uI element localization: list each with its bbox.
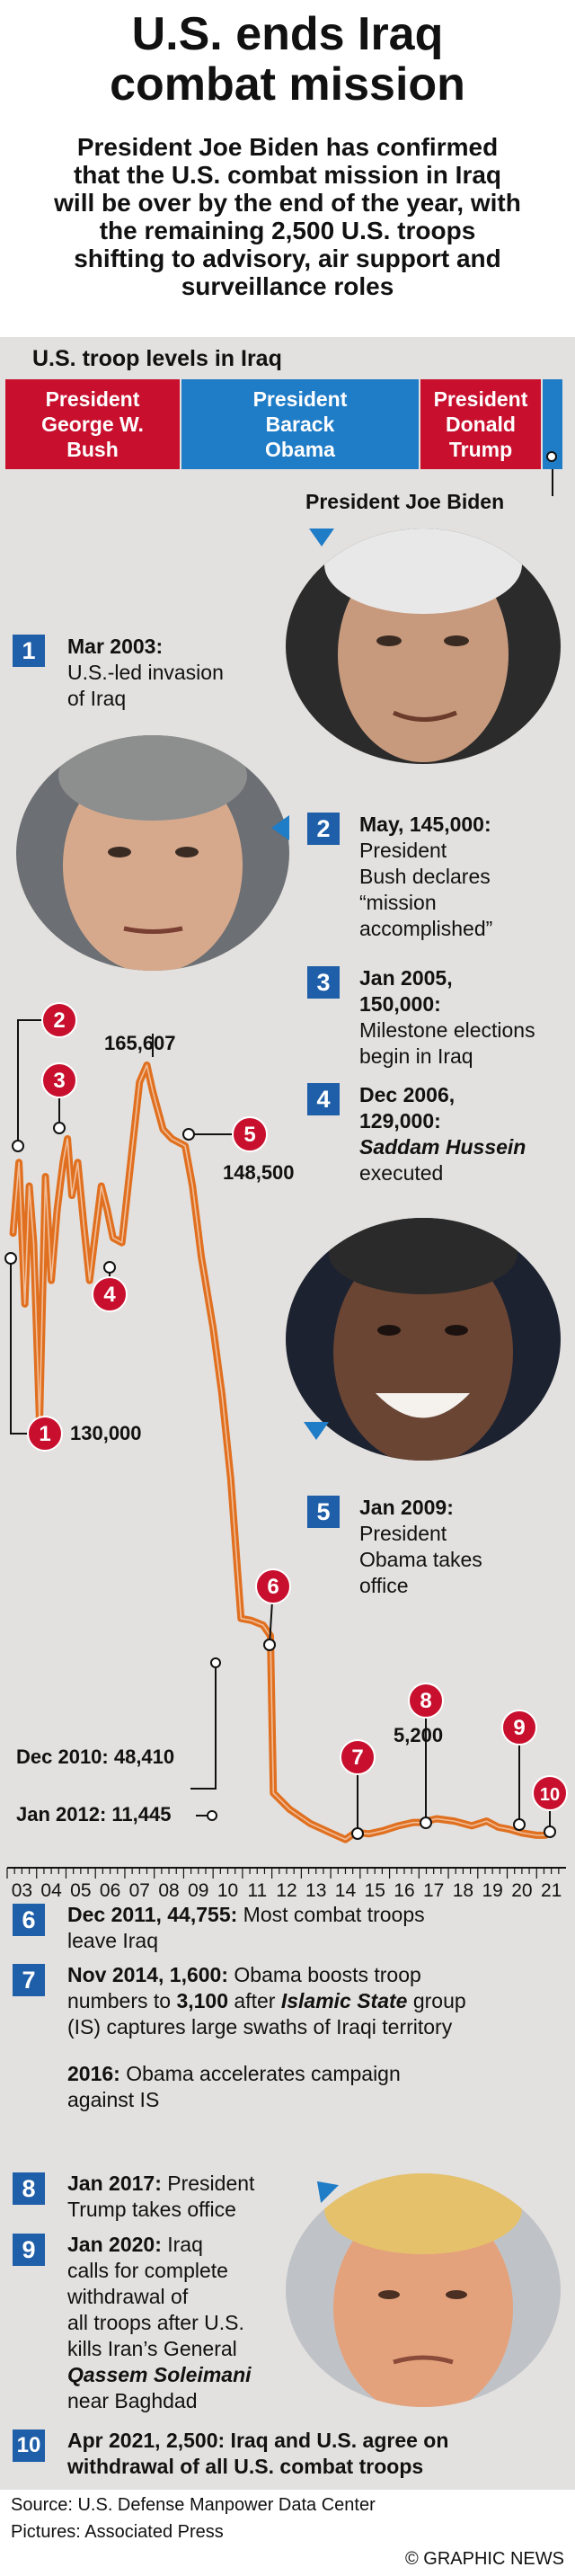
biden-marker-line (552, 469, 553, 496)
event-2016-text: 2016: Obama accelerates campaign against… (67, 2062, 401, 2111)
event-9-text: Jan 2020: Iraq calls for complete withdr… (67, 2233, 252, 2412)
peak-value-label: 165,607 (104, 1032, 176, 1054)
biden-photo (286, 529, 561, 764)
event-4-number: 4 (307, 1083, 340, 1115)
footer (0, 2490, 575, 2576)
event-2-pointer-icon (271, 815, 289, 840)
biden-pointer-icon (309, 529, 334, 546)
event-1-text: Mar 2003: U.S.-led invasion of Iraq (67, 635, 224, 710)
event-3-text: Jan 2005, 150,000: Milestone elections b… (359, 966, 535, 1068)
biden-label: President Joe Biden (305, 490, 505, 513)
obama-start-value-label: 148,500 (223, 1161, 295, 1184)
page-title: U.S. ends Iraq combat mission (110, 8, 465, 111)
event-1-number: 1 (13, 635, 45, 667)
credit: © GRAPHIC NEWS (405, 2549, 564, 2569)
jan-2012-value-label: Jan 2012: 11,445 (16, 1803, 172, 1825)
biden-marker-dot (546, 451, 557, 462)
event-2-text: May, 145,000: President Bush declares “m… (359, 813, 493, 940)
event-10-text: Apr 2021, 2,500: Iraq and U.S. agree on … (67, 2429, 449, 2478)
event-4-text: Dec 2006, 129,000: Saddam Hussein execut… (359, 1083, 526, 1185)
trump-start-value-label: 5,200 (394, 1724, 444, 1746)
era-trump: President Donald Trump (420, 379, 541, 469)
event-5-pointer-icon (304, 1422, 329, 1440)
bush-photo (16, 735, 289, 971)
event-9-number: 9 (13, 2234, 45, 2266)
pictures-line: Pictures: Associated Press (11, 2522, 224, 2542)
event-2-number: 2 (307, 813, 340, 845)
chart-title: U.S. troop levels in Iraq (32, 346, 282, 371)
event-7-text: Nov 2014, 1,600: Obama boosts troop numb… (67, 1963, 466, 2039)
header (0, 0, 575, 337)
event-6-number: 6 (13, 1904, 45, 1936)
event-3-number: 3 (307, 966, 340, 999)
invasion-value-label: 130,000 (70, 1422, 142, 1444)
event-6-text: Dec 2011, 44,755: Most combat troops lea… (67, 1903, 425, 1952)
era-biden (543, 379, 562, 469)
event-5-text: Jan 2009: President Obama takes office (359, 1496, 482, 1597)
event-8-text: Jan 2017: President Trump takes office (67, 2172, 255, 2221)
event-8-number: 8 (13, 2172, 45, 2205)
era-bush: President George W. Bush (5, 379, 180, 469)
source-line: Source: U.S. Defense Manpower Data Cente… (11, 2495, 376, 2515)
dec-2010-value-label: Dec 2010: 48,410 (16, 1745, 175, 1768)
event-10-number: 10 (13, 2429, 45, 2462)
era-obama: President Barack Obama (181, 379, 419, 469)
event-7-number: 7 (13, 1964, 45, 1996)
intro-text: President Joe Biden has confirmed that t… (54, 133, 521, 300)
event-5-number: 5 (307, 1496, 340, 1528)
trump-photo (286, 2173, 561, 2407)
